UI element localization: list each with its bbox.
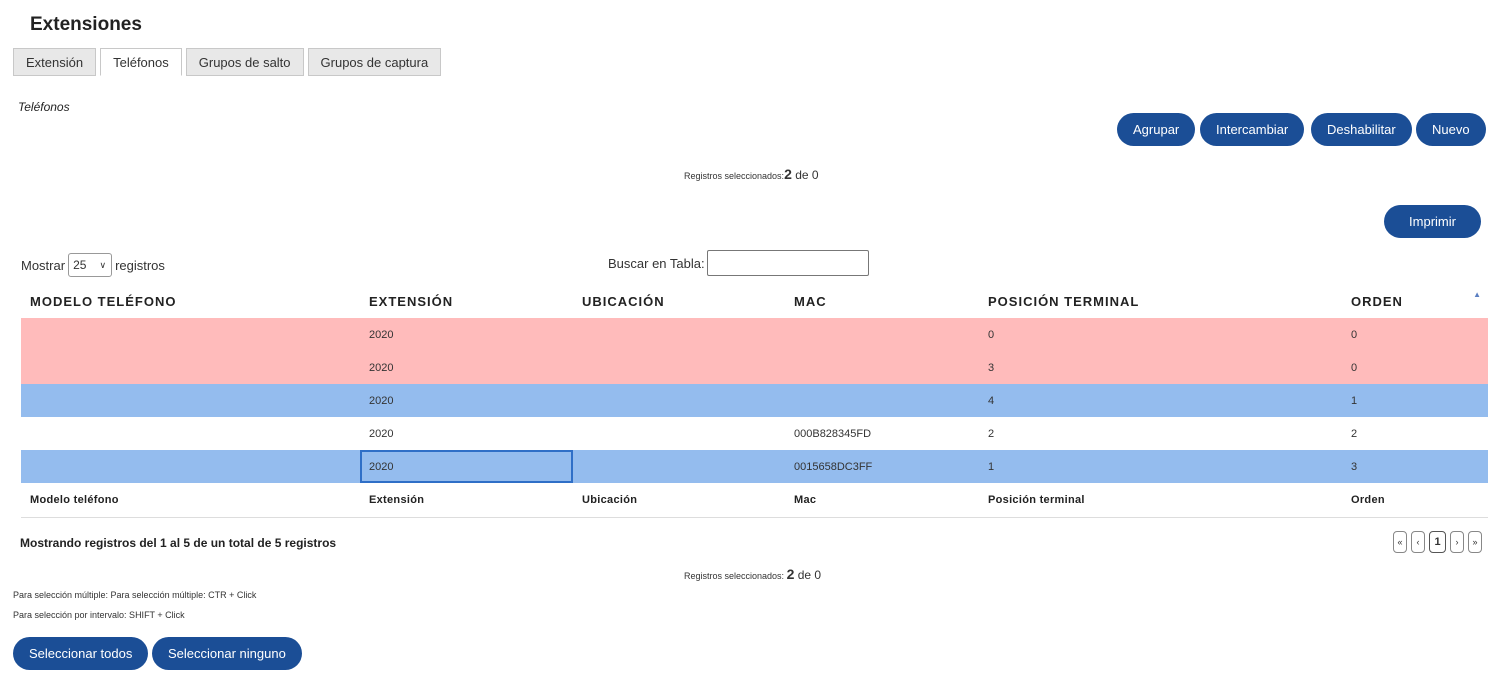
selected-count-label: Registros seleccionados:	[684, 571, 787, 581]
header-mac[interactable]: MAC	[794, 293, 827, 309]
search-label: Buscar en Tabla:	[608, 255, 705, 271]
next-page-button[interactable]: ›	[1450, 531, 1464, 553]
header-orden-label: ORDEN	[1351, 293, 1403, 309]
tab-telefonos[interactable]: Teléfonos	[100, 48, 182, 76]
imprimir-button[interactable]: Imprimir	[1384, 205, 1481, 238]
page-length-select[interactable]: 25 ∨	[68, 253, 113, 277]
cell-modelo	[21, 417, 360, 450]
header-modelo[interactable]: MODELO TELÉFONO	[30, 293, 177, 309]
selected-count-bottom: Registros seleccionados: 2 de 0	[684, 566, 821, 582]
footer-posicion: Posición terminal	[979, 483, 1342, 518]
footer-modelo: Modelo teléfono	[21, 483, 360, 518]
page-length-control: Mostrar 25 ∨ registros	[21, 253, 165, 277]
cell-ubicacion	[573, 318, 785, 351]
tab-grupos-salto[interactable]: Grupos de salto	[185, 48, 304, 76]
tab-bar: Extensión Teléfonos Grupos de salto Grup…	[13, 48, 445, 76]
sort-ascending-icon: ▲	[1473, 290, 1482, 299]
selected-count-value: 2	[784, 166, 792, 182]
cell-mac	[785, 384, 979, 417]
intercambiar-button[interactable]: Intercambiar	[1200, 113, 1305, 146]
cell-modelo	[21, 384, 360, 417]
section-label: Teléfonos	[18, 100, 70, 114]
footer-ubicacion: Ubicación	[573, 483, 785, 518]
cell-extension-focused[interactable]: 2020	[360, 450, 573, 483]
cell-mac: 0015658DC3FF	[785, 450, 979, 483]
select-none-button[interactable]: Seleccionar ninguno	[152, 637, 302, 670]
page-title: Extensiones	[30, 14, 142, 35]
selected-count-total: de 0	[795, 168, 819, 182]
table-footer-row: Modelo teléfono Extensión Ubicación Mac …	[21, 483, 1488, 518]
cell-extension: 2020	[360, 417, 573, 450]
cell-posicion: 1	[979, 450, 1342, 483]
table-row[interactable]: 2020 0 0	[21, 318, 1488, 351]
tab-extension[interactable]: Extensión	[13, 48, 97, 76]
cell-mac	[785, 351, 979, 384]
cell-posicion: 2	[979, 417, 1342, 450]
cell-posicion: 4	[979, 384, 1342, 417]
cell-orden: 1	[1342, 384, 1488, 417]
chevron-down-icon: ∨	[99, 260, 107, 270]
table-row[interactable]: 2020 4 1	[21, 384, 1488, 417]
cell-extension: 2020	[360, 351, 573, 384]
table-header-row: MODELO TELÉFONO EXTENSIÓN UBICACIÓN MAC …	[21, 284, 1488, 318]
agrupar-button[interactable]: Agrupar	[1117, 113, 1196, 146]
table-row[interactable]: 2020 000B828345FD 2 2	[21, 417, 1488, 450]
length-suffix: registros	[115, 257, 165, 273]
table-info: Mostrando registros del 1 al 5 de un tot…	[20, 536, 337, 550]
nuevo-button[interactable]: Nuevo	[1416, 113, 1486, 146]
footer-orden: Orden	[1342, 483, 1488, 518]
cell-modelo	[21, 351, 360, 384]
table-search: Buscar en Tabla:	[608, 250, 869, 276]
header-ubicacion[interactable]: UBICACIÓN	[582, 293, 665, 309]
footer-extension: Extensión	[360, 483, 573, 518]
header-extension[interactable]: EXTENSIÓN	[369, 293, 454, 309]
cell-orden: 2	[1342, 417, 1488, 450]
page-length-value: 25	[73, 258, 87, 272]
cell-mac: 000B828345FD	[785, 417, 979, 450]
cell-modelo	[21, 450, 360, 483]
cell-orden: 3	[1342, 450, 1488, 483]
hint-interval-selection: Para selección por intervalo: SHIFT + Cl…	[13, 610, 185, 620]
header-orden[interactable]: ORDEN ▲	[1342, 284, 1488, 318]
selected-count-value: 2	[786, 566, 795, 582]
cell-ubicacion	[573, 384, 785, 417]
pagination: « ‹ 1 › »	[1393, 531, 1486, 553]
cell-mac	[785, 318, 979, 351]
first-page-button[interactable]: «	[1393, 531, 1407, 553]
cell-posicion: 3	[979, 351, 1342, 384]
header-posicion[interactable]: POSICIÓN TERMINAL	[988, 293, 1140, 309]
cell-ubicacion	[573, 450, 785, 483]
phones-table: MODELO TELÉFONO EXTENSIÓN UBICACIÓN MAC …	[21, 284, 1488, 518]
current-page-button[interactable]: 1	[1429, 531, 1446, 553]
prev-page-button[interactable]: ‹	[1411, 531, 1425, 553]
cell-orden: 0	[1342, 318, 1488, 351]
cell-ubicacion	[573, 351, 785, 384]
selected-count-total: de 0	[797, 568, 822, 582]
table-row[interactable]: 2020 3 0	[21, 351, 1488, 384]
cell-ubicacion	[573, 417, 785, 450]
cell-posicion: 0	[979, 318, 1342, 351]
deshabilitar-button[interactable]: Deshabilitar	[1311, 113, 1412, 146]
length-prefix: Mostrar	[21, 257, 66, 273]
selected-count-label: Registros seleccionados:	[684, 171, 785, 181]
last-page-button[interactable]: »	[1468, 531, 1482, 553]
table-row[interactable]: 2020 0015658DC3FF 1 3	[21, 450, 1488, 483]
hint-multiple-selection: Para selección múltiple: Para selección …	[13, 590, 257, 600]
cell-modelo	[21, 318, 360, 351]
footer-mac: Mac	[785, 483, 979, 518]
search-input[interactable]	[706, 250, 869, 276]
selected-count-top: Registros seleccionados:2 de 0	[684, 166, 819, 182]
tab-grupos-captura[interactable]: Grupos de captura	[307, 48, 442, 76]
cell-orden: 0	[1342, 351, 1488, 384]
cell-extension: 2020	[360, 384, 573, 417]
select-all-button[interactable]: Seleccionar todos	[13, 637, 149, 670]
cell-extension: 2020	[360, 318, 573, 351]
